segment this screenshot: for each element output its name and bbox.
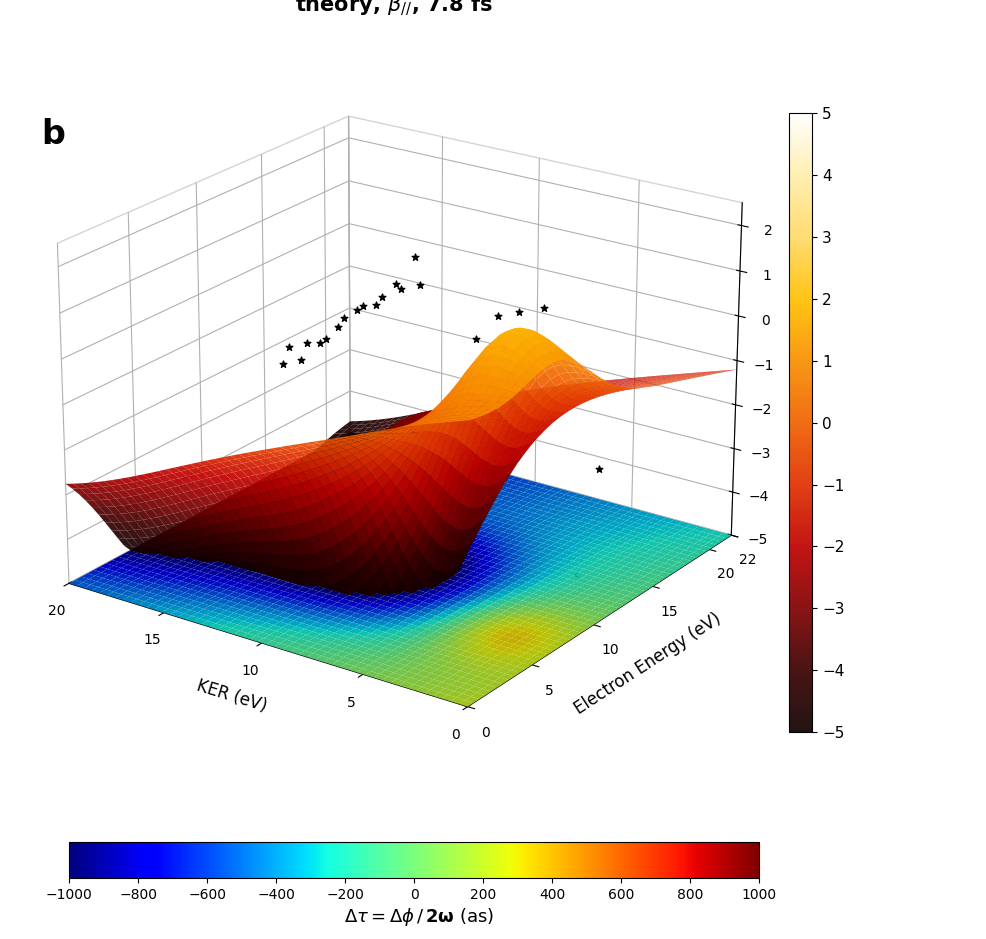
Title: theory, $\beta_{//}$, 7.8 fs: theory, $\beta_{//}$, 7.8 fs bbox=[296, 0, 493, 18]
Y-axis label: Electron Energy (eV): Electron Energy (eV) bbox=[571, 609, 725, 718]
Text: b: b bbox=[41, 118, 65, 151]
X-axis label: KER (eV): KER (eV) bbox=[194, 677, 269, 716]
Text: $\Delta\tau = \Delta\phi\,/\,\mathbf{2\omega}$ (as): $\Delta\tau = \Delta\phi\,/\,\mathbf{2\o… bbox=[344, 906, 494, 928]
